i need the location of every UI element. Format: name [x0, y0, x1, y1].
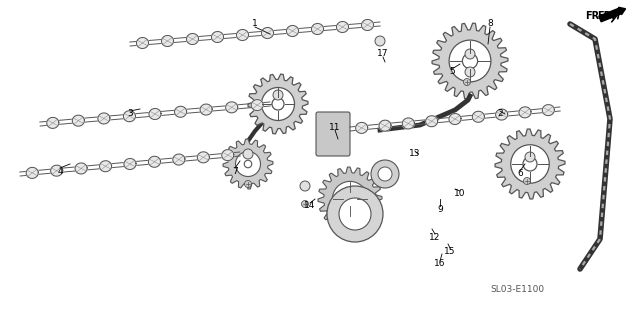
- Circle shape: [511, 145, 549, 183]
- Circle shape: [465, 67, 475, 77]
- Circle shape: [463, 78, 470, 85]
- Text: FR.: FR.: [585, 11, 603, 21]
- Polygon shape: [173, 154, 185, 165]
- Circle shape: [320, 124, 340, 144]
- Text: 13: 13: [409, 150, 420, 159]
- Polygon shape: [432, 23, 508, 99]
- Circle shape: [272, 98, 284, 110]
- Circle shape: [462, 53, 477, 69]
- Text: 11: 11: [329, 122, 340, 131]
- Circle shape: [378, 167, 392, 181]
- Circle shape: [244, 160, 252, 168]
- Polygon shape: [318, 167, 382, 231]
- Polygon shape: [98, 113, 110, 124]
- Circle shape: [339, 198, 371, 230]
- Polygon shape: [211, 32, 223, 42]
- Circle shape: [523, 157, 537, 171]
- Text: 1: 1: [252, 19, 258, 28]
- Text: 12: 12: [429, 233, 441, 241]
- Text: 3: 3: [127, 109, 133, 118]
- Text: 7: 7: [232, 167, 238, 175]
- Circle shape: [273, 90, 283, 100]
- Polygon shape: [287, 26, 298, 36]
- Polygon shape: [149, 108, 161, 120]
- Text: 8: 8: [487, 19, 493, 28]
- Polygon shape: [47, 117, 59, 128]
- Text: SL03-E1100: SL03-E1100: [490, 285, 544, 293]
- Text: 16: 16: [435, 259, 445, 269]
- Polygon shape: [495, 109, 508, 120]
- Text: 2: 2: [497, 109, 503, 118]
- Polygon shape: [124, 111, 136, 122]
- Text: 14: 14: [304, 202, 316, 211]
- Circle shape: [344, 193, 356, 205]
- Polygon shape: [148, 156, 161, 167]
- Text: 10: 10: [454, 189, 466, 198]
- Polygon shape: [221, 150, 234, 160]
- Text: 6: 6: [517, 169, 523, 179]
- Circle shape: [375, 36, 385, 46]
- Polygon shape: [472, 111, 484, 122]
- Circle shape: [301, 201, 308, 207]
- Polygon shape: [251, 100, 263, 111]
- Polygon shape: [99, 161, 111, 172]
- Polygon shape: [223, 139, 273, 189]
- Polygon shape: [26, 167, 38, 178]
- Polygon shape: [200, 104, 212, 115]
- Polygon shape: [248, 74, 308, 134]
- Polygon shape: [379, 120, 391, 131]
- Polygon shape: [51, 165, 63, 176]
- Polygon shape: [519, 107, 531, 118]
- Polygon shape: [197, 152, 209, 163]
- Polygon shape: [136, 38, 148, 48]
- Polygon shape: [542, 105, 554, 115]
- Polygon shape: [337, 21, 349, 33]
- FancyBboxPatch shape: [316, 112, 350, 156]
- Polygon shape: [186, 33, 198, 44]
- Polygon shape: [262, 27, 273, 39]
- Circle shape: [465, 49, 475, 59]
- Polygon shape: [75, 163, 87, 174]
- Polygon shape: [72, 115, 84, 126]
- Polygon shape: [161, 35, 173, 47]
- Polygon shape: [236, 29, 248, 41]
- Circle shape: [449, 40, 491, 82]
- Circle shape: [262, 87, 294, 121]
- Polygon shape: [362, 19, 374, 31]
- Circle shape: [300, 181, 310, 191]
- Circle shape: [332, 182, 367, 217]
- Text: 17: 17: [377, 49, 388, 58]
- Polygon shape: [175, 106, 187, 117]
- Circle shape: [524, 177, 531, 184]
- Circle shape: [327, 186, 383, 242]
- Text: 5: 5: [449, 68, 455, 77]
- Polygon shape: [124, 159, 136, 169]
- Text: FR.: FR.: [597, 11, 615, 21]
- Circle shape: [525, 152, 535, 162]
- Text: 15: 15: [444, 247, 456, 256]
- Polygon shape: [449, 114, 461, 124]
- Polygon shape: [495, 129, 565, 199]
- Polygon shape: [403, 118, 414, 129]
- Circle shape: [236, 152, 260, 176]
- Circle shape: [371, 160, 399, 188]
- Polygon shape: [226, 102, 237, 113]
- Circle shape: [243, 149, 253, 159]
- Circle shape: [244, 181, 252, 188]
- Polygon shape: [356, 122, 368, 133]
- FancyArrow shape: [599, 7, 625, 22]
- Polygon shape: [426, 116, 438, 127]
- Text: 4: 4: [57, 167, 63, 175]
- Polygon shape: [312, 24, 324, 34]
- Text: 9: 9: [437, 204, 443, 213]
